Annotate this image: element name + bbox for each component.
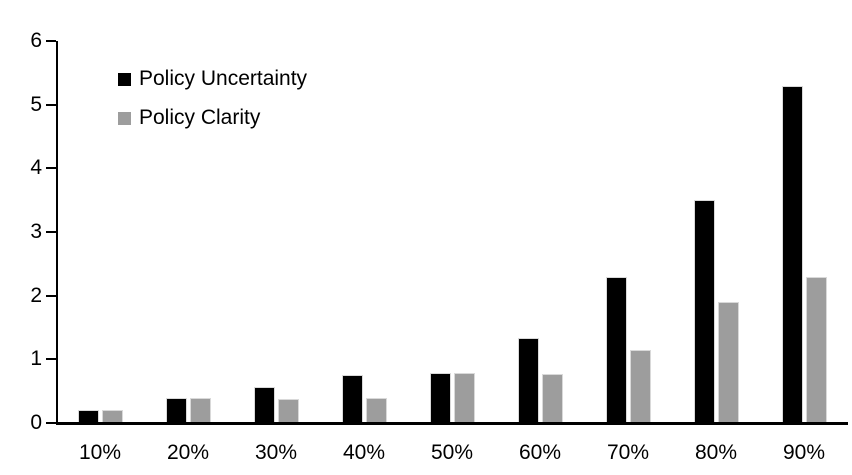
x-axis-label: 30% <box>254 441 298 464</box>
y-axis-line <box>56 41 58 425</box>
bar-policy-clarity <box>718 302 739 423</box>
x-axis-label: 70% <box>606 441 650 464</box>
bar-policy-clarity <box>806 277 827 423</box>
bar-policy-uncertainty <box>606 277 627 423</box>
bar-policy-uncertainty <box>782 86 803 423</box>
legend-label-policy-uncertainty: Policy Uncertainty <box>139 67 308 90</box>
bar-policy-clarity <box>366 398 387 423</box>
bar-policy-uncertainty <box>78 410 99 423</box>
y-axis-tick <box>46 422 56 424</box>
x-axis-label: 50% <box>430 441 474 464</box>
legend-item-policy-uncertainty: Policy Uncertainty <box>118 66 307 92</box>
legend: Policy Uncertainty Policy Clarity <box>118 66 307 144</box>
legend-swatch-policy-uncertainty <box>118 72 131 86</box>
y-axis-tick <box>46 358 56 361</box>
y-axis-tick <box>46 103 56 106</box>
bar-policy-uncertainty <box>342 375 363 423</box>
x-axis-label: 40% <box>342 441 386 464</box>
y-axis-tick-label: 1 <box>30 347 42 371</box>
legend-swatch-policy-clarity <box>118 111 131 125</box>
y-axis-tick-label: 4 <box>30 156 42 180</box>
y-axis-tick <box>46 231 56 233</box>
bar-policy-uncertainty <box>430 373 451 423</box>
bar-policy-uncertainty <box>694 200 715 423</box>
bar-policy-clarity <box>278 399 299 423</box>
y-axis-tick-label: 0 <box>30 411 42 434</box>
y-axis-tick-label: 6 <box>30 29 42 52</box>
y-axis-tick <box>46 40 56 42</box>
x-axis-label: 20% <box>166 441 210 464</box>
x-axis-label: 60% <box>518 441 562 464</box>
bar-policy-clarity <box>630 350 651 423</box>
y-axis-tick-label: 2 <box>30 283 42 307</box>
y-axis-tick-label: 5 <box>30 92 42 116</box>
legend-label-policy-clarity: Policy Clarity <box>139 106 261 129</box>
bar-policy-clarity <box>542 374 563 423</box>
y-axis-tick <box>46 294 56 297</box>
bar-policy-clarity <box>102 410 123 423</box>
bar-policy-uncertainty <box>166 398 187 423</box>
x-axis-line <box>56 422 848 425</box>
y-axis-tick-label: 3 <box>30 220 42 243</box>
bar-policy-uncertainty <box>254 387 275 423</box>
x-axis-label: 10% <box>78 441 122 464</box>
x-axis-label: 80% <box>694 441 738 464</box>
bar-policy-clarity <box>190 398 211 423</box>
bar-policy-clarity <box>454 373 475 423</box>
x-axis-label: 90% <box>782 441 826 464</box>
bar-policy-uncertainty <box>518 338 539 423</box>
legend-item-policy-clarity: Policy Clarity <box>118 105 307 131</box>
y-axis-tick <box>46 167 56 170</box>
